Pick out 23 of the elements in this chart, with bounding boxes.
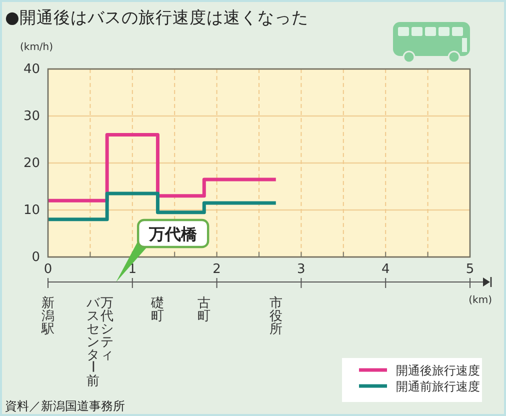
text: 市役所 [269, 296, 282, 337]
x-axis-title: (km) [468, 295, 492, 306]
x-tick-label: 0 [44, 262, 52, 277]
x-tick-label: 5 [466, 262, 474, 277]
chart-title: ●開通後はバスの旅行速度は速くなった [5, 8, 308, 27]
annotation: 万代橋 [148, 224, 198, 244]
x-tick-label: 4 [381, 262, 390, 277]
legend-label: 開通後旅行速度 [396, 364, 480, 378]
y-axis-title: (km/h) [20, 42, 54, 53]
x-tick-label: 3 [297, 262, 306, 277]
text: 資料／新潟国道事務所 [5, 399, 125, 413]
y-tick-label: 20 [23, 156, 40, 172]
y-tick-label: 40 [23, 62, 40, 78]
text: 古町 [198, 296, 211, 324]
text: バスセンター前 [84, 296, 101, 389]
y-tick-label: 10 [23, 203, 40, 218]
text: 万代シティ [100, 296, 114, 363]
y-tick-label: 0 [32, 250, 40, 266]
legend-label: 開通前旅行速度 [396, 380, 480, 394]
x-tick-label: 2 [212, 262, 221, 277]
y-tick-label: 30 [23, 109, 40, 124]
text: 礎町 [150, 296, 164, 324]
text: 新潟駅 [40, 296, 54, 337]
